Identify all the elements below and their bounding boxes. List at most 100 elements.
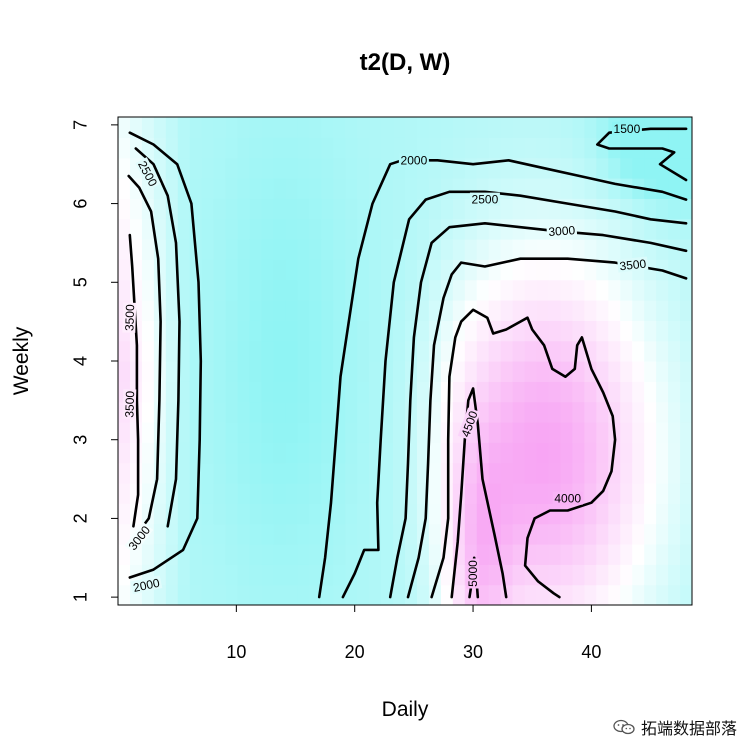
contour-label: 2500	[472, 193, 499, 207]
heat-cell	[249, 239, 263, 260]
heat-cell	[584, 300, 597, 321]
heat-cell	[548, 422, 562, 443]
heat-cell	[620, 320, 633, 342]
heat-cell	[261, 442, 275, 464]
heat-cell	[273, 300, 287, 321]
heat-cell	[524, 503, 538, 525]
heat-cell	[476, 503, 490, 525]
heat-cell	[620, 584, 633, 605]
heat-cell	[680, 503, 692, 525]
heat-cell	[225, 279, 239, 301]
heat-cell	[249, 259, 263, 281]
heat-cell	[476, 361, 490, 382]
heat-cell	[249, 198, 263, 220]
heat-cell	[177, 117, 191, 138]
heat-cell	[177, 320, 191, 342]
heat-cell	[488, 137, 502, 159]
heat-cell	[416, 198, 430, 220]
heat-cell	[177, 523, 191, 545]
heat-cell	[201, 157, 215, 179]
heat-cell	[201, 117, 215, 138]
heat-cell	[237, 178, 251, 199]
heat-cell	[141, 340, 155, 362]
y-tick-label: 1	[70, 592, 90, 602]
heat-cell	[321, 178, 334, 199]
heat-cell	[584, 239, 597, 260]
heat-cell	[656, 239, 669, 260]
heat-cell	[644, 381, 657, 403]
heat-cell	[524, 279, 538, 301]
heat-cell	[345, 218, 358, 240]
heat-cell	[297, 584, 310, 605]
heat-cell	[261, 137, 275, 159]
heat-cell	[452, 137, 466, 159]
heat-cell	[608, 381, 621, 403]
contour-label-group: 4000	[552, 491, 583, 506]
heat-cell	[237, 584, 251, 605]
heat-cell	[321, 279, 334, 301]
heat-cell	[428, 544, 442, 565]
heat-cell	[584, 422, 597, 443]
heat-cell	[393, 218, 406, 240]
heat-cell	[656, 320, 669, 342]
heat-cell	[225, 422, 239, 443]
heat-cell	[321, 239, 334, 260]
heat-cell	[297, 157, 310, 179]
heat-cell	[620, 157, 633, 179]
heat-cell	[345, 361, 358, 382]
heat-cell	[381, 544, 394, 565]
contour-line-3500	[128, 233, 140, 528]
heat-cell	[141, 401, 155, 423]
heat-cell	[405, 544, 418, 565]
heat-cell	[680, 117, 692, 138]
heat-cell	[357, 401, 370, 423]
heat-cell	[416, 340, 430, 362]
heat-cell	[381, 259, 394, 281]
heat-cell	[333, 117, 346, 138]
contour-label-bg	[457, 407, 481, 441]
heat-cell	[165, 584, 179, 605]
heat-cell	[632, 422, 645, 443]
heat-cell	[285, 381, 298, 403]
y-tick-label: 6	[70, 199, 90, 209]
heat-cell	[620, 544, 633, 565]
contour-label-bg	[398, 153, 429, 167]
heat-cell	[405, 239, 418, 260]
heat-cell	[668, 544, 681, 565]
heat-cell	[189, 564, 203, 586]
heat-cell	[500, 483, 514, 504]
heat-cell	[512, 584, 526, 605]
heat-cell	[118, 442, 131, 464]
heat-cell	[644, 462, 657, 484]
contour-label: 1500	[614, 122, 641, 136]
heat-cell	[177, 422, 191, 443]
heat-cell	[405, 503, 418, 525]
heat-cell	[584, 218, 597, 240]
heat-cell	[680, 564, 692, 586]
heat-cell	[548, 544, 562, 565]
heat-cell	[165, 442, 179, 464]
heat-cell	[225, 239, 239, 260]
heat-cell	[476, 320, 490, 342]
y-tick-label: 4	[70, 356, 90, 366]
heat-cell	[201, 564, 215, 586]
heat-cell	[596, 320, 609, 342]
heat-cell	[261, 198, 275, 220]
heat-cell	[584, 178, 597, 199]
heat-cell	[572, 462, 585, 484]
heat-cell	[488, 483, 502, 504]
heat-cell	[249, 442, 263, 464]
heat-cell	[668, 117, 681, 138]
heat-cell	[249, 523, 263, 545]
heat-cell	[141, 422, 155, 443]
heat-cell	[608, 198, 621, 220]
heat-cell	[656, 401, 669, 423]
heat-cell	[393, 503, 406, 525]
heat-cell	[357, 503, 370, 525]
heat-cell	[165, 259, 179, 281]
heat-cell	[632, 523, 645, 545]
heat-cell	[273, 442, 287, 464]
heat-cell	[440, 401, 454, 423]
heat-cell	[345, 178, 358, 199]
